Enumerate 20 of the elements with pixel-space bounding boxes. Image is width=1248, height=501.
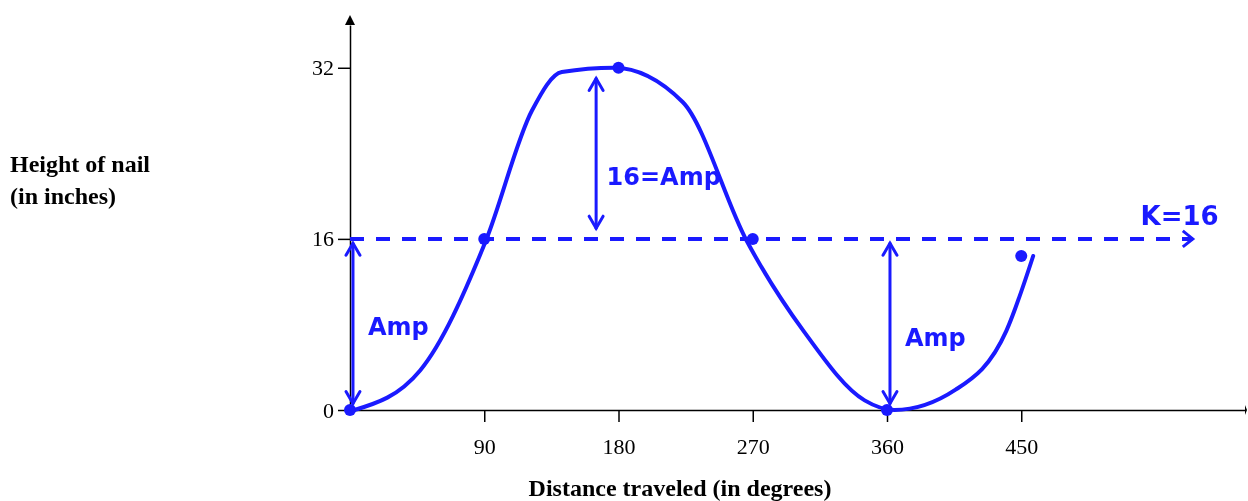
y-tick-label: 32	[312, 55, 334, 81]
annotation: 16=Amp	[606, 163, 721, 192]
x-tick-label: 270	[736, 433, 770, 459]
annotation: Amp	[367, 313, 429, 342]
y-tick-label: 16	[312, 226, 334, 252]
x-axis-title: Distance traveled (in degrees)	[528, 475, 832, 501]
ref-line-label: K=16	[1140, 200, 1219, 231]
x-tick-label: 360	[871, 433, 904, 459]
x-tick-label: 180	[602, 433, 636, 459]
point	[881, 404, 893, 416]
y-tick-label: 0	[323, 397, 334, 423]
annotation: Amp	[904, 323, 966, 352]
text: Height of nail (in inches)	[10, 151, 151, 209]
point	[1015, 250, 1028, 262]
point	[344, 404, 356, 416]
point	[612, 61, 625, 74]
point	[746, 232, 759, 245]
point	[478, 232, 491, 245]
x-tick-label: 90	[473, 433, 496, 459]
x-tick-label: 450	[1005, 433, 1039, 459]
